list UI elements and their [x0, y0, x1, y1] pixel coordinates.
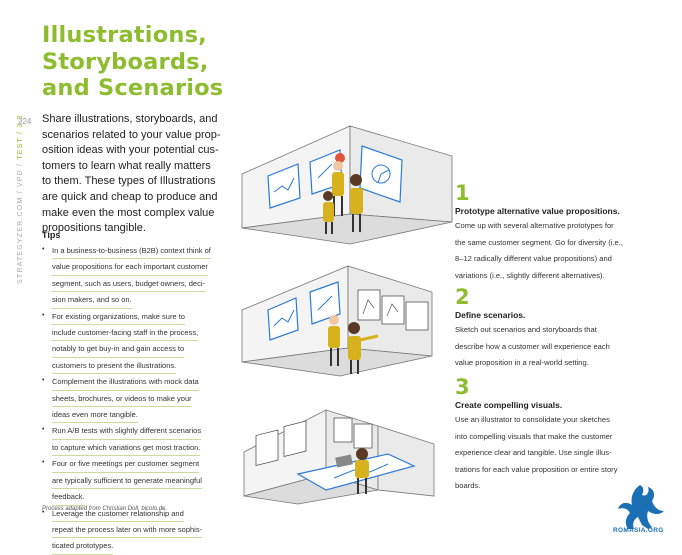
tip-line: Leverage the customer relationship and	[52, 506, 184, 522]
logo-wordmark: ROMASIA.ORG	[613, 527, 664, 534]
step-body-line: trations for each value proposition or e…	[455, 464, 618, 474]
tip-line: Run A/B tests with slightly different sc…	[52, 423, 202, 440]
step-number: 2	[455, 285, 470, 309]
intro-line: scenarios related to your value prop-	[42, 128, 221, 141]
intro-line: make even the most complex value	[42, 206, 215, 219]
intro-line: Share illustrations, storyboards, and	[42, 113, 218, 125]
bullet-icon: •	[42, 426, 45, 434]
tip-line: include customer-facing staff in the pro…	[52, 325, 199, 342]
tip-line: to capture which variations get most tra…	[52, 440, 201, 457]
step-body-line: 8–12 radically different value propositi…	[455, 254, 612, 264]
tip-line: segment, such as users, budget owners, d…	[52, 276, 205, 293]
tip-line: In a business-to-business (B2B) context …	[52, 243, 211, 260]
step-heading: Define scenarios.	[455, 310, 526, 320]
tip-line: value propositions for each important cu…	[52, 259, 208, 276]
illustration-scenario-room	[241, 265, 433, 377]
bullet-icon: •	[42, 377, 45, 385]
step-body-line: value proposition in a real-world settin…	[455, 358, 589, 368]
step-heading: Create compelling visuals.	[455, 400, 563, 410]
intro-line: are quick and cheap to produce and	[42, 190, 218, 203]
illustration-drawing-room	[243, 409, 435, 505]
step-body-line: into compelling visuals that make the cu…	[455, 431, 613, 441]
page-title: Illustrations, Storyboards, and Scenario…	[42, 22, 302, 102]
title-line: and Scenarios	[42, 75, 224, 101]
illustration-prototype-room	[241, 125, 453, 245]
tips-heading: Tips	[42, 230, 61, 240]
tip-item: • For existing organizations, make sure t…	[42, 309, 242, 375]
step-body-line: describe how a customer will experience …	[455, 341, 610, 351]
intro-line: osition ideas with your potential cus-	[42, 144, 219, 157]
tip-item: • Four or five meetings per customer segm…	[42, 456, 242, 506]
tip-line: customers to present the illustrations.	[52, 358, 177, 375]
step-3: 3 Create compelling visuals. Use an illu…	[455, 376, 675, 495]
step-body: Sketch out scenarios and storyboards tha…	[455, 322, 675, 372]
title-line: Illustrations,	[42, 22, 207, 48]
step-body-line: the same customer segment. Go for divers…	[455, 237, 623, 247]
bullet-icon: •	[42, 508, 45, 516]
step-body-line: experience clear and tangible. Use singl…	[455, 448, 612, 458]
breadcrumb-prefix: STRATEGYZER.COM / VPD /	[17, 159, 24, 284]
breadcrumb-section: TEST / 3.3	[17, 114, 24, 160]
tip-item: • In a business-to-business (B2B) context…	[42, 243, 242, 309]
tip-line: Complement the illustrations with mock d…	[52, 374, 199, 391]
step-body-line: boards.	[455, 481, 481, 491]
step-2: 2 Define scenarios. Sketch out scenarios…	[455, 286, 675, 372]
bullet-icon: •	[42, 459, 45, 467]
bullet-icon: •	[42, 246, 45, 253]
step-number: 1	[455, 181, 470, 205]
tip-line: notably to get buy-in and gain access to	[52, 341, 185, 358]
tip-line: are typically sufficient to generate mea…	[52, 473, 202, 490]
tip-line: repeat the process later on with more so…	[52, 522, 203, 539]
tip-item: • Run A/B tests with slightly different s…	[42, 423, 242, 457]
intro-line: tomers to learn what really matters	[42, 159, 211, 172]
griffin-logo-icon	[618, 485, 664, 529]
step-body-line: Come up with several alternative prototy…	[455, 221, 614, 230]
tip-line: ideas even more tangible.	[52, 407, 138, 424]
intro-line: to them. These types of Illustrations	[42, 175, 216, 188]
tip-item: • Leverage the customer relationship and r…	[42, 506, 242, 555]
step-body: Use an illustrator to consolidate your s…	[455, 412, 675, 495]
step-body-line: variations (i.e., slightly different alt…	[455, 270, 605, 280]
tip-item: • Complement the illustrations with mock …	[42, 374, 242, 424]
page-number: 224	[18, 117, 32, 126]
tip-line: sheets, brochures, or videos to make you…	[52, 391, 192, 408]
step-body-line: Sketch out scenarios and storyboards tha…	[455, 325, 597, 334]
bullet-icon: •	[42, 311, 45, 319]
step-body: Come up with several alternative prototy…	[455, 218, 675, 284]
step-number: 3	[455, 375, 470, 399]
title-line: Storyboards,	[42, 48, 209, 75]
tips-list: • In a business-to-business (B2B) context…	[42, 243, 242, 555]
step-1: 1 Prototype alternative value propositio…	[455, 182, 675, 284]
footnote: Process adapted from Christian Doll, bic…	[42, 506, 168, 512]
tip-line: sion makers, and so on.	[52, 292, 132, 309]
intro-paragraph: Share illustrations, storyboards, and sc…	[42, 112, 232, 237]
tip-line: feedback.	[52, 489, 85, 506]
section-breadcrumb: STRATEGYZER.COM / VPD / TEST / 3.3	[17, 114, 24, 284]
step-body-line: Use an illustrator to consolidate your s…	[455, 415, 610, 424]
tip-line: For existing organizations, make sure to	[52, 309, 185, 326]
intro-line: propositions tangible.	[42, 222, 146, 235]
tip-line: ticated prototypes.	[52, 538, 114, 555]
tip-line: Four or five meetings per customer segme…	[52, 456, 200, 473]
step-heading: Prototype alternative value propositions…	[455, 206, 620, 216]
